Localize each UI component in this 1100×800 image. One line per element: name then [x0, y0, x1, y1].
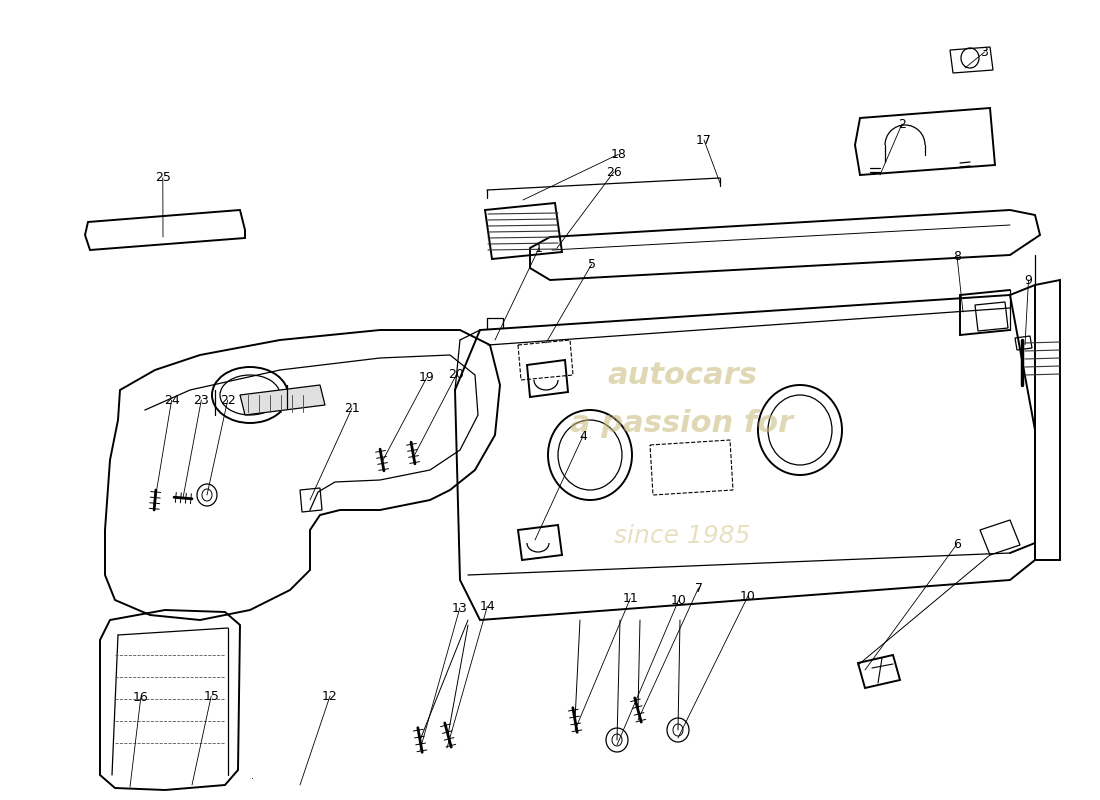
Text: 13: 13 [452, 602, 468, 614]
Text: 2: 2 [898, 118, 906, 130]
Text: 17: 17 [696, 134, 712, 146]
Text: 7: 7 [694, 582, 703, 594]
Text: a passion for: a passion for [571, 410, 793, 438]
Text: 12: 12 [322, 690, 338, 702]
Text: 24: 24 [164, 394, 179, 406]
Text: 19: 19 [419, 371, 435, 384]
Text: 26: 26 [606, 166, 621, 178]
Text: .: . [252, 771, 254, 781]
Text: autocars: autocars [607, 362, 757, 390]
Text: 18: 18 [610, 148, 626, 161]
Text: 8: 8 [953, 250, 961, 262]
Text: 21: 21 [344, 402, 360, 414]
Text: 5: 5 [587, 258, 596, 270]
Text: 23: 23 [194, 394, 209, 406]
Text: 6: 6 [953, 538, 961, 550]
Text: 3: 3 [980, 46, 989, 58]
Text: 20: 20 [449, 368, 464, 381]
Text: 16: 16 [133, 691, 148, 704]
Text: 22: 22 [220, 394, 235, 406]
Polygon shape [240, 385, 324, 415]
Text: 11: 11 [623, 592, 638, 605]
Text: 14: 14 [480, 600, 495, 613]
Text: 4: 4 [579, 430, 587, 442]
Text: 10: 10 [671, 594, 686, 606]
Text: since 1985: since 1985 [614, 524, 750, 548]
Text: 25: 25 [155, 171, 170, 184]
Text: 15: 15 [204, 690, 219, 702]
Text: 10: 10 [740, 590, 756, 602]
Text: 9: 9 [1024, 274, 1033, 286]
Text: 1: 1 [535, 242, 543, 254]
